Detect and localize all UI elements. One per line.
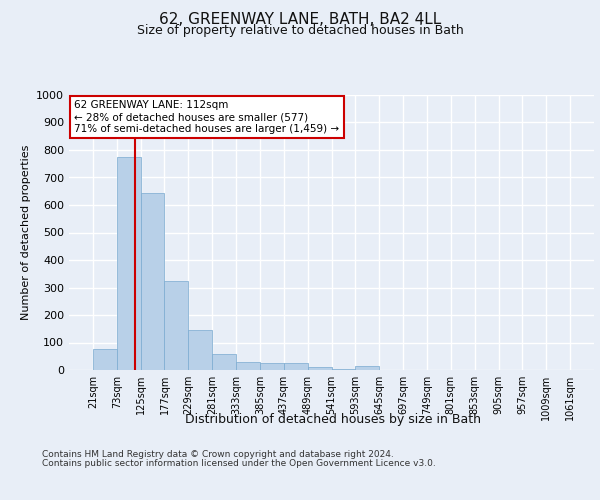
Bar xyxy=(93,350,117,370)
Bar xyxy=(308,367,331,370)
Text: Contains public sector information licensed under the Open Government Licence v3: Contains public sector information licen… xyxy=(42,458,436,468)
Text: Contains HM Land Registry data © Crown copyright and database right 2024.: Contains HM Land Registry data © Crown c… xyxy=(42,450,394,459)
Text: Size of property relative to detached houses in Bath: Size of property relative to detached ho… xyxy=(137,24,463,37)
Bar xyxy=(212,354,236,370)
Bar xyxy=(188,330,212,370)
Bar xyxy=(164,280,188,370)
Bar xyxy=(236,362,260,370)
Y-axis label: Number of detached properties: Number of detached properties xyxy=(20,145,31,320)
Bar xyxy=(355,366,379,370)
Bar xyxy=(331,368,355,370)
Text: Distribution of detached houses by size in Bath: Distribution of detached houses by size … xyxy=(185,412,481,426)
Text: 62 GREENWAY LANE: 112sqm
← 28% of detached houses are smaller (577)
71% of semi-: 62 GREENWAY LANE: 112sqm ← 28% of detach… xyxy=(74,100,340,134)
Bar xyxy=(260,363,284,370)
Bar xyxy=(284,363,308,370)
Bar xyxy=(140,192,164,370)
Text: 62, GREENWAY LANE, BATH, BA2 4LL: 62, GREENWAY LANE, BATH, BA2 4LL xyxy=(159,12,441,28)
Bar xyxy=(117,157,140,370)
